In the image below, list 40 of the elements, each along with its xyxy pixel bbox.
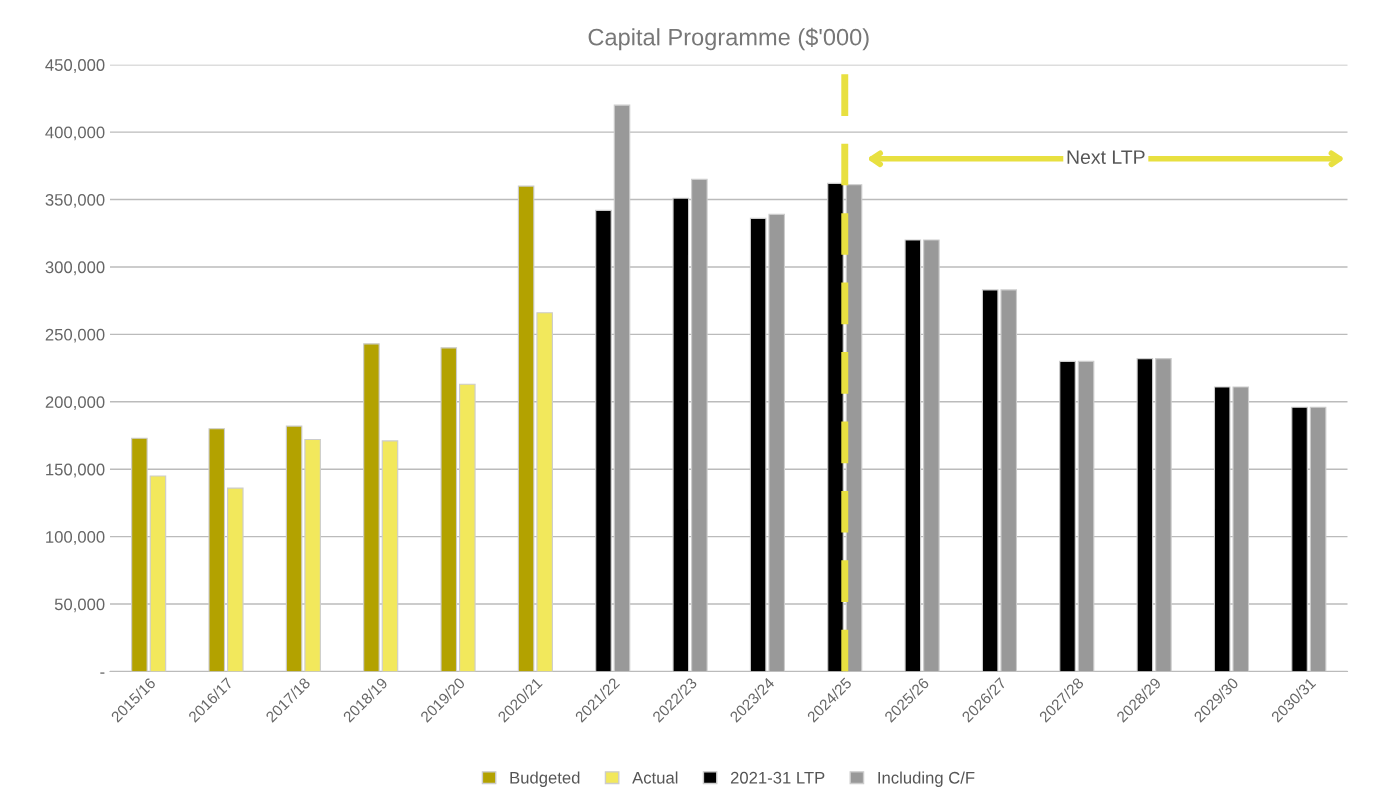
bar [1291, 406, 1308, 672]
bar [1155, 358, 1172, 672]
bar [595, 209, 612, 672]
bar [1059, 360, 1076, 672]
bar [672, 197, 690, 672]
bar [904, 239, 922, 672]
bar [363, 343, 380, 672]
legend-label: Including C/F [878, 771, 975, 787]
bar [1309, 406, 1327, 672]
bar [1077, 360, 1095, 672]
y-tick-label: 300,000 [45, 261, 105, 276]
bar [691, 178, 708, 672]
y-tick-label: 100,000 [46, 531, 105, 545]
y-tick-label: 50,000 [54, 598, 105, 613]
bar [613, 104, 631, 672]
annotation: Next LTP [1067, 150, 1145, 164]
bar [459, 383, 476, 672]
y-tick-label: 250,000 [45, 328, 105, 343]
bar [440, 347, 458, 672]
legend-label: Actual [632, 771, 678, 784]
chart-title: Capital Programme ($'000) [588, 27, 869, 51]
y-tick-label: 350,000 [45, 193, 105, 208]
bar [285, 425, 303, 672]
bar [208, 428, 226, 672]
bar [227, 487, 244, 672]
bar [517, 185, 535, 672]
y-tick-label: 150,000 [46, 463, 105, 478]
legend-label: 2021-31 LTP [730, 771, 825, 784]
legend-label: Budgeted [510, 771, 580, 787]
bar [381, 440, 399, 672]
y-tick-label: 400,000 [45, 126, 105, 141]
y-tick-label: - [100, 672, 105, 674]
bar [1136, 358, 1154, 672]
bar [536, 312, 553, 672]
y-tick-label: 200,000 [45, 396, 105, 410]
bar [304, 439, 321, 672]
y-tick-label: 450,000 [45, 59, 105, 73]
bar [131, 437, 148, 672]
bar [149, 475, 167, 672]
bar [923, 239, 940, 672]
